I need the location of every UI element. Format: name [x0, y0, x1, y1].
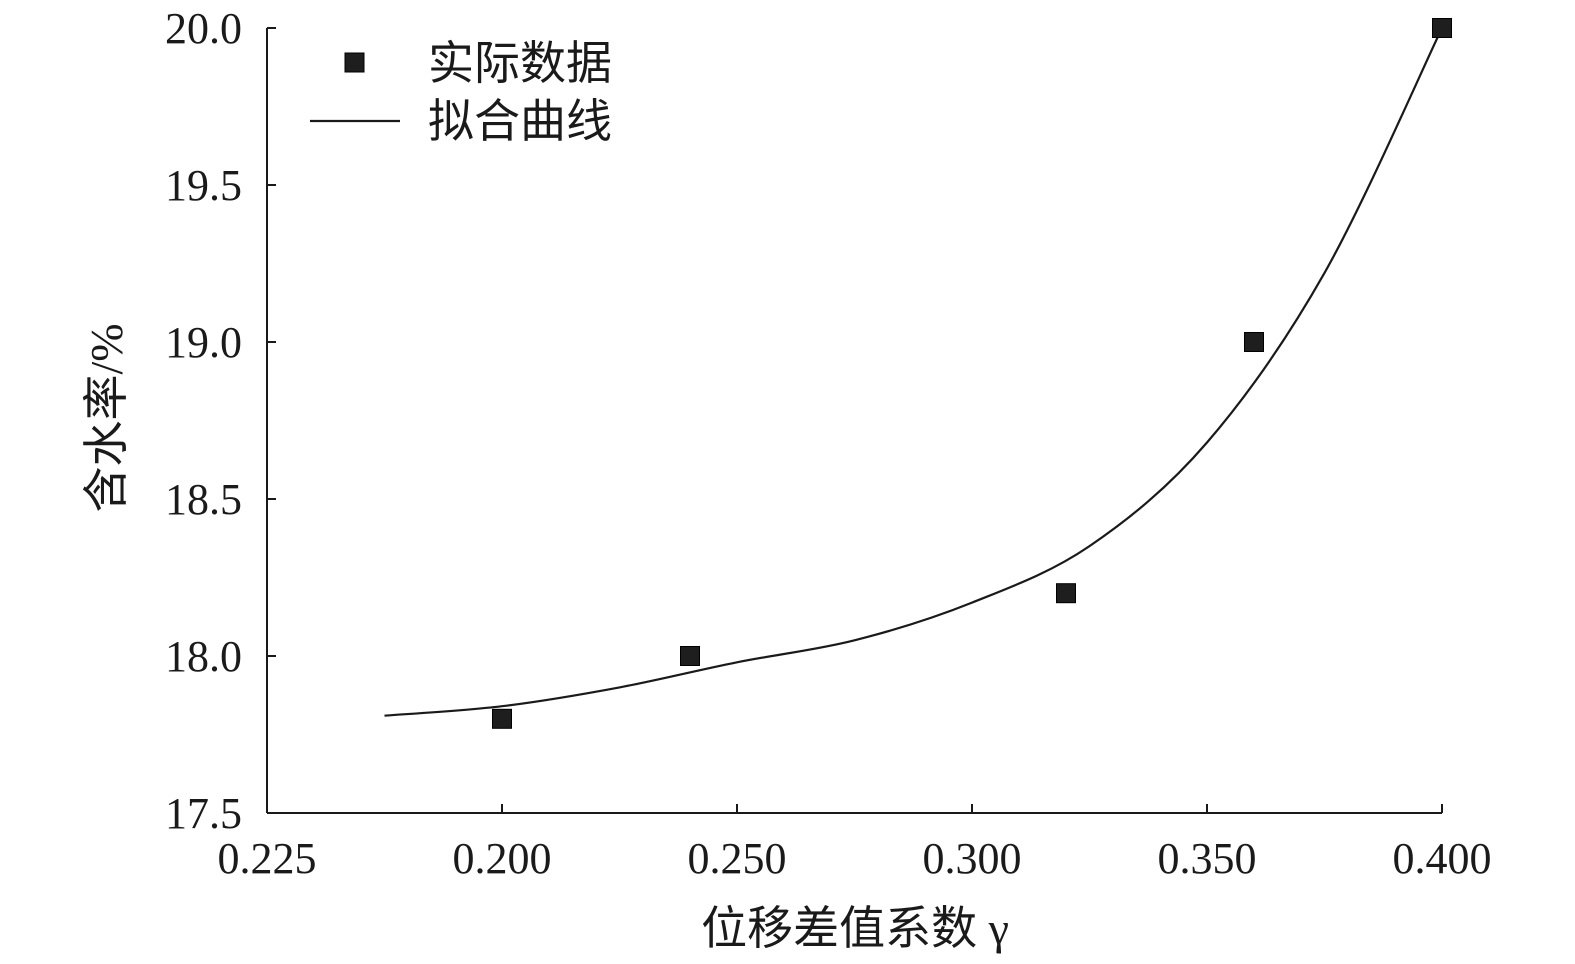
- data-point-marker: [1244, 332, 1264, 352]
- y-axis-title: 含水率/%: [81, 323, 132, 512]
- plot-area: [384, 18, 1452, 729]
- legend: 实际数据 拟合曲线: [310, 38, 612, 147]
- x-tick-label: 0.250: [688, 834, 787, 883]
- y-tick-label: 18.5: [165, 475, 242, 524]
- data-point-marker: [492, 708, 512, 729]
- data-point-marker: [680, 646, 700, 666]
- legend-label-actual-data: 实际数据: [428, 38, 612, 89]
- x-tick-label: 0.350: [1158, 834, 1257, 883]
- x-tick-label: 0.400: [1393, 834, 1492, 883]
- axes: [266, 28, 1442, 814]
- fit-curve-line: [384, 27, 1443, 717]
- x-tick-label: 0.200: [453, 834, 552, 883]
- y-tick-label: 18.0: [165, 632, 242, 681]
- x-axis-title: 位移差值系数 γ: [701, 903, 1009, 954]
- y-tick-label: 17.5: [165, 789, 242, 838]
- x-ticks: 0.225 0.200 0.250 0.300 0.350 0.400: [218, 804, 1492, 883]
- data-point-marker: [1056, 583, 1076, 604]
- x-tick-label: 0.300: [923, 834, 1022, 883]
- legend-label-fit-curve: 拟合曲线: [428, 96, 612, 147]
- y-tick-label: 19.5: [165, 161, 242, 210]
- x-tick-label: 0.225: [218, 834, 317, 883]
- data-point-marker: [1432, 18, 1452, 38]
- legend-marker-actual-data: [344, 52, 365, 73]
- y-tick-label: 19.0: [165, 318, 242, 367]
- y-tick-label: 20.0: [165, 4, 242, 53]
- y-ticks: 17.5 18.0 18.5 19.0 19.5 20.0: [165, 4, 276, 838]
